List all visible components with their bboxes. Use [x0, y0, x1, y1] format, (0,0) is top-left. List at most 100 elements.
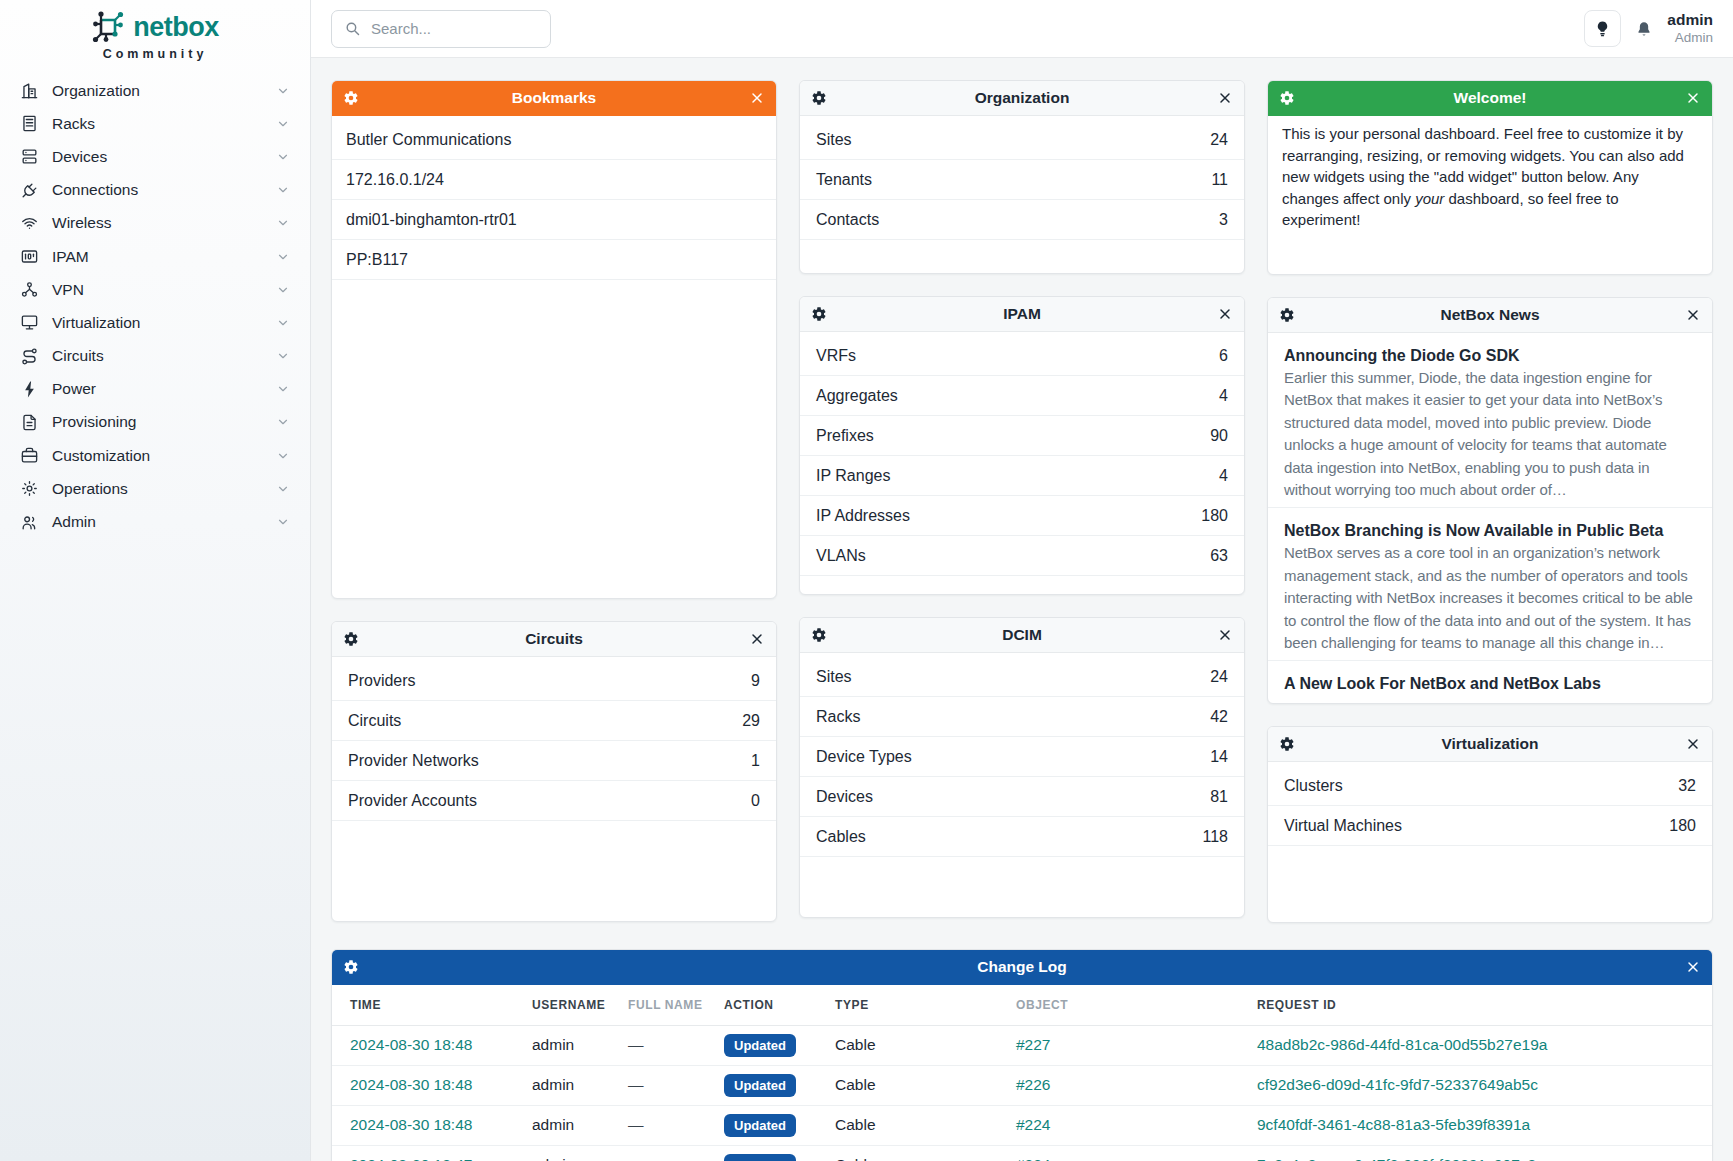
stat-row[interactable]: Provider Accounts0: [332, 781, 776, 821]
theme-toggle-button[interactable]: [1584, 10, 1621, 47]
stat-row[interactable]: Contacts3: [800, 200, 1244, 240]
change-time-link[interactable]: 2024-08-30 18:47: [332, 1145, 522, 1161]
sidebar-item-provisioning[interactable]: Provisioning: [0, 406, 310, 439]
stat-row[interactable]: Provider Networks1: [332, 741, 776, 781]
change-object-link[interactable]: #224: [1006, 1105, 1247, 1145]
close-icon[interactable]: [749, 90, 765, 106]
sidebar-item-customization[interactable]: Customization: [0, 439, 310, 472]
widget-config-icon[interactable]: [811, 90, 827, 106]
stat-label: VLANs: [816, 547, 866, 565]
sidebar-item-ipam[interactable]: IPAM: [0, 240, 310, 273]
stat-row[interactable]: IP Ranges4: [800, 456, 1244, 496]
stat-row[interactable]: VLANs63: [800, 536, 1244, 576]
change-time-link[interactable]: 2024-08-30 18:48: [332, 1105, 522, 1145]
column-header-request-id[interactable]: REQUEST ID: [1247, 985, 1712, 1025]
welcome-text: This is your personal dashboard. Feel fr…: [1268, 116, 1712, 238]
close-icon[interactable]: [749, 631, 765, 647]
search-input[interactable]: Search...: [331, 10, 551, 48]
widget-config-icon[interactable]: [343, 959, 359, 975]
close-icon[interactable]: [1217, 90, 1233, 106]
stat-row[interactable]: Cables118: [800, 817, 1244, 857]
stat-row[interactable]: Aggregates4: [800, 376, 1244, 416]
widget-config-icon[interactable]: [343, 631, 359, 647]
stat-row[interactable]: Sites24: [800, 657, 1244, 697]
sidebar-item-devices[interactable]: Devices: [0, 140, 310, 173]
change-time-link[interactable]: 2024-08-30 18:48: [332, 1065, 522, 1105]
sidebar-item-organization[interactable]: Organization: [0, 74, 310, 107]
column-header-full-name[interactable]: FULL NAME: [618, 985, 714, 1025]
close-icon[interactable]: [1217, 627, 1233, 643]
chevron-down-icon: [276, 250, 290, 264]
bookmark-item[interactable]: 172.16.0.1/24: [332, 160, 776, 200]
close-icon[interactable]: [1685, 307, 1701, 323]
change-time-link[interactable]: 2024-08-30 18:48: [332, 1025, 522, 1065]
widget-config-icon[interactable]: [811, 627, 827, 643]
sidebar-item-connections[interactable]: Connections: [0, 174, 310, 207]
bookmark-item[interactable]: dmi01-binghamton-rtr01: [332, 200, 776, 240]
stat-value: 24: [1210, 668, 1228, 686]
sidebar-item-operations[interactable]: Operations: [0, 472, 310, 505]
change-request-id-link[interactable]: 48ad8b2c-986d-44fd-81ca-00d55b27e19a: [1247, 1025, 1712, 1065]
close-icon[interactable]: [1685, 959, 1701, 975]
bookmark-item[interactable]: PP:B117: [332, 240, 776, 280]
sidebar-item-power[interactable]: Power: [0, 373, 310, 406]
sidebar: netbox Community Organization Racks Devi…: [0, 0, 311, 1161]
change-object-link[interactable]: #226: [1006, 1065, 1247, 1105]
stat-row[interactable]: IP Addresses180: [800, 496, 1244, 536]
widget-config-icon[interactable]: [811, 306, 827, 322]
close-icon[interactable]: [1217, 306, 1233, 322]
news-article-excerpt: NetBox serves as a core tool in an organ…: [1284, 542, 1696, 654]
change-full-name: —: [618, 1065, 714, 1105]
change-object-link[interactable]: #224: [1006, 1145, 1247, 1161]
sidebar-item-vpn[interactable]: VPN: [0, 273, 310, 306]
user-menu[interactable]: admin Admin: [1667, 11, 1713, 46]
widget-config-icon[interactable]: [1279, 736, 1295, 752]
stat-row[interactable]: Tenants11: [800, 160, 1244, 200]
stat-label: IP Addresses: [816, 507, 910, 525]
news-article-title[interactable]: A New Look For NetBox and NetBox Labs: [1284, 673, 1696, 695]
change-object-link[interactable]: #227: [1006, 1025, 1247, 1065]
brand[interactable]: netbox Community: [0, 0, 310, 61]
sidebar-item-racks[interactable]: Racks: [0, 107, 310, 140]
column-header-object[interactable]: OBJECT: [1006, 985, 1247, 1025]
stat-row[interactable]: Clusters32: [1268, 766, 1712, 806]
stat-row[interactable]: Prefixes90: [800, 416, 1244, 456]
column-header-username[interactable]: USERNAME: [522, 985, 618, 1025]
sidebar-item-virtualization[interactable]: Virtualization: [0, 306, 310, 339]
stat-row[interactable]: Sites24: [800, 120, 1244, 160]
sidebar-item-circuits[interactable]: Circuits: [0, 340, 310, 373]
change-request-id-link[interactable]: 9cf40fdf-3461-4c88-81a3-5feb39f8391a: [1247, 1105, 1712, 1145]
column-header-type[interactable]: TYPE: [825, 985, 1006, 1025]
chevron-down-icon: [276, 449, 290, 463]
change-username: admin: [522, 1145, 618, 1161]
stat-row[interactable]: VRFs6: [800, 336, 1244, 376]
chevron-down-icon: [276, 216, 290, 230]
stat-row[interactable]: Racks42: [800, 697, 1244, 737]
widget-config-icon[interactable]: [343, 90, 359, 106]
widget-config-icon[interactable]: [1279, 307, 1295, 323]
close-icon[interactable]: [1685, 90, 1701, 106]
news-article-title[interactable]: NetBox Branching is Now Available in Pub…: [1284, 520, 1696, 542]
column-header-action[interactable]: ACTION: [714, 985, 825, 1025]
stat-row[interactable]: Circuits29: [332, 701, 776, 741]
bookmark-item[interactable]: Butler Communications: [332, 120, 776, 160]
stat-row[interactable]: Device Types14: [800, 737, 1244, 777]
bell-icon[interactable]: [1634, 19, 1654, 39]
column-header-time[interactable]: TIME: [332, 985, 522, 1025]
stat-row[interactable]: Providers9: [332, 661, 776, 701]
close-icon[interactable]: [1685, 736, 1701, 752]
change-request-id-link[interactable]: cf92d3e6-d09d-41fc-9fd7-52337649ab5c: [1247, 1065, 1712, 1105]
change-request-id-link[interactable]: 7a2c4a3c-eac9-47f2-996f-f89291c907c3: [1247, 1145, 1712, 1161]
sidebar-item-admin[interactable]: Admin: [0, 505, 310, 538]
topbar: Search... admin Admin: [311, 0, 1733, 58]
stat-row[interactable]: Devices81: [800, 777, 1244, 817]
sidebar-item-wireless[interactable]: Wireless: [0, 207, 310, 240]
change-log-row: 2024-08-30 18:47 admin — Updated Cable #…: [332, 1145, 1712, 1161]
stat-label: Clusters: [1284, 777, 1343, 795]
widget-title: DCIM: [827, 626, 1217, 644]
stat-row[interactable]: Virtual Machines180: [1268, 806, 1712, 846]
news-article-title[interactable]: Announcing the Diode Go SDK: [1284, 345, 1696, 367]
change-log-row: 2024-08-30 18:48 admin — Updated Cable #…: [332, 1025, 1712, 1065]
stat-label: Device Types: [816, 748, 912, 766]
widget-config-icon[interactable]: [1279, 90, 1295, 106]
